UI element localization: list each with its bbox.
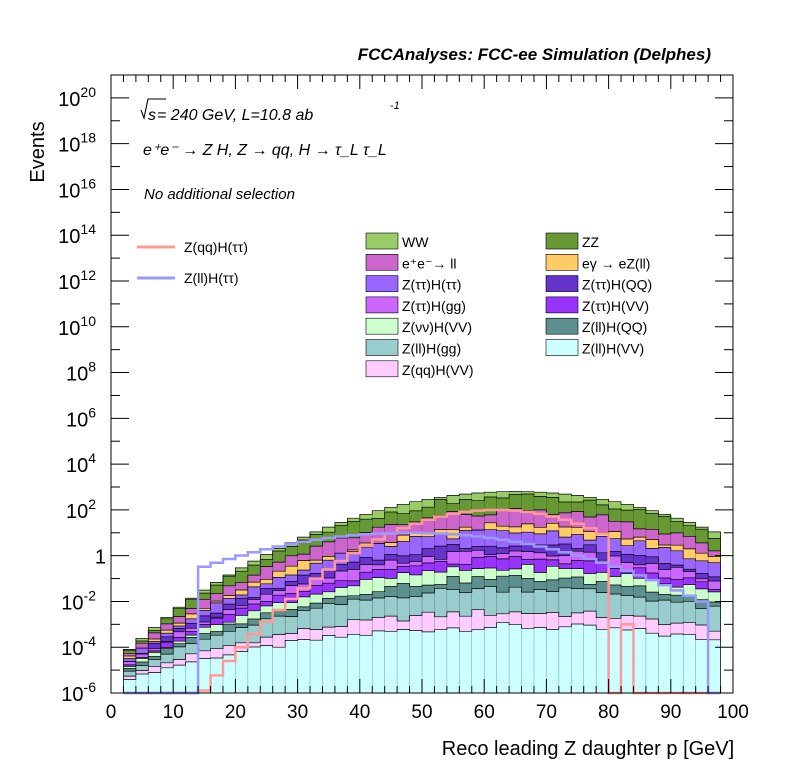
legend-swatch [545,232,579,250]
legend-label: e⁺e⁻→ ll [402,255,456,271]
y-tick-label: 108 [66,359,96,386]
legend-label: Z(ll)H(gg) [402,341,461,357]
y-tick-label: 10-6 [61,679,96,706]
luminosity-exponent: -1 [390,100,400,112]
y-tick-label: 1012 [58,267,96,294]
legend-label: Z(qq)H(ττ) [184,239,248,255]
x-tick-label: 80 [598,702,619,723]
y-tick-label: 1020 [58,84,96,111]
y-tick-label: 1010 [58,313,96,340]
y-tick-label: 1016 [58,175,96,202]
y-tick-label: 104 [66,450,96,477]
legend-swatch [545,317,579,335]
legend-label: Z(qq)H(VV) [402,362,474,378]
energy-annotation: s = 240 GeV, L=10.8 ab -1 [140,98,400,124]
x-tick-label: 90 [660,702,681,723]
legend-label: eγ → eZ(ll) [582,255,650,271]
y-tick-label: 1 [95,547,106,569]
legend-swatch [365,232,399,250]
x-tick-label: 20 [225,702,246,723]
y-tick-label: 10-4 [61,633,96,660]
legend-swatch [545,254,579,271]
legend-label: WW [402,234,429,250]
legend-swatch [545,296,579,314]
x-tick-label: 30 [287,702,308,723]
legend-swatch [545,339,579,356]
legend-label: Z(ll)H(QQ) [582,319,647,335]
y-axis-label: Events [27,121,49,182]
legend-label: Z(ττ)H(ττ) [402,277,461,293]
energy-luminosity-text: = 240 GeV, L=10.8 ab [157,107,313,124]
legend-label: Z(ττ)H(QQ) [582,277,652,293]
legend-swatch [365,296,399,314]
y-tick-label: 1018 [58,130,96,157]
signal-series-1 [123,531,721,695]
energy-sqrt-s: s [148,107,156,124]
signal-histograms [123,508,721,695]
x-tick-label: 0 [106,702,117,723]
legend-label: Z(ττ)H(gg) [402,298,466,314]
y-tick-label: 106 [66,404,96,431]
legend-swatch [365,339,399,356]
legend-label: Z(νν)H(VV) [402,319,472,335]
y-tick-label: 1014 [58,221,96,248]
sqrt-symbol [140,98,166,120]
x-tick-label: 100 [717,702,749,723]
stacked-histograms [123,491,721,694]
legend: WW ZZ e⁺e⁻→ ll eγ → eZ(ll) Z(ττ)H(ττ) Z(ττ)H(… [137,232,652,378]
x-tick-label: 60 [474,702,495,723]
legend-label: Z(ll)H(ττ) [184,270,239,286]
x-tick-label: 10 [163,702,184,723]
x-tick-label: 70 [536,702,557,723]
selection-annotation: No additional selection [144,186,295,203]
y-tick-label: 10-2 [61,587,96,614]
chart-title: FCCAnalyses: FCC-ee Simulation (Delphes) [358,45,712,64]
x-tick-label: 40 [349,702,370,723]
axes: 0 10 20 30 40 50 60 70 80 90 10010-610-410-2110210… [58,74,749,723]
y-tick-label: 102 [66,496,96,523]
signal-series-0 [123,508,721,695]
legend-swatch [365,275,399,292]
legend-swatch [365,317,399,335]
legend-swatch [365,254,399,271]
legend-swatch [545,275,579,292]
legend-label: ZZ [582,234,600,250]
legend-label: Z(ll)H(VV) [582,341,644,357]
x-axis-label: Reco leading Z daughter p [GeV] [442,738,734,760]
legend-label: Z(ττ)H(VV) [582,298,649,314]
legend-swatch [365,360,399,378]
x-tick-label: 50 [411,702,432,723]
process-annotation: e⁺e⁻ → Z H, Z → qq, H → τ_L τ_L [143,142,387,159]
